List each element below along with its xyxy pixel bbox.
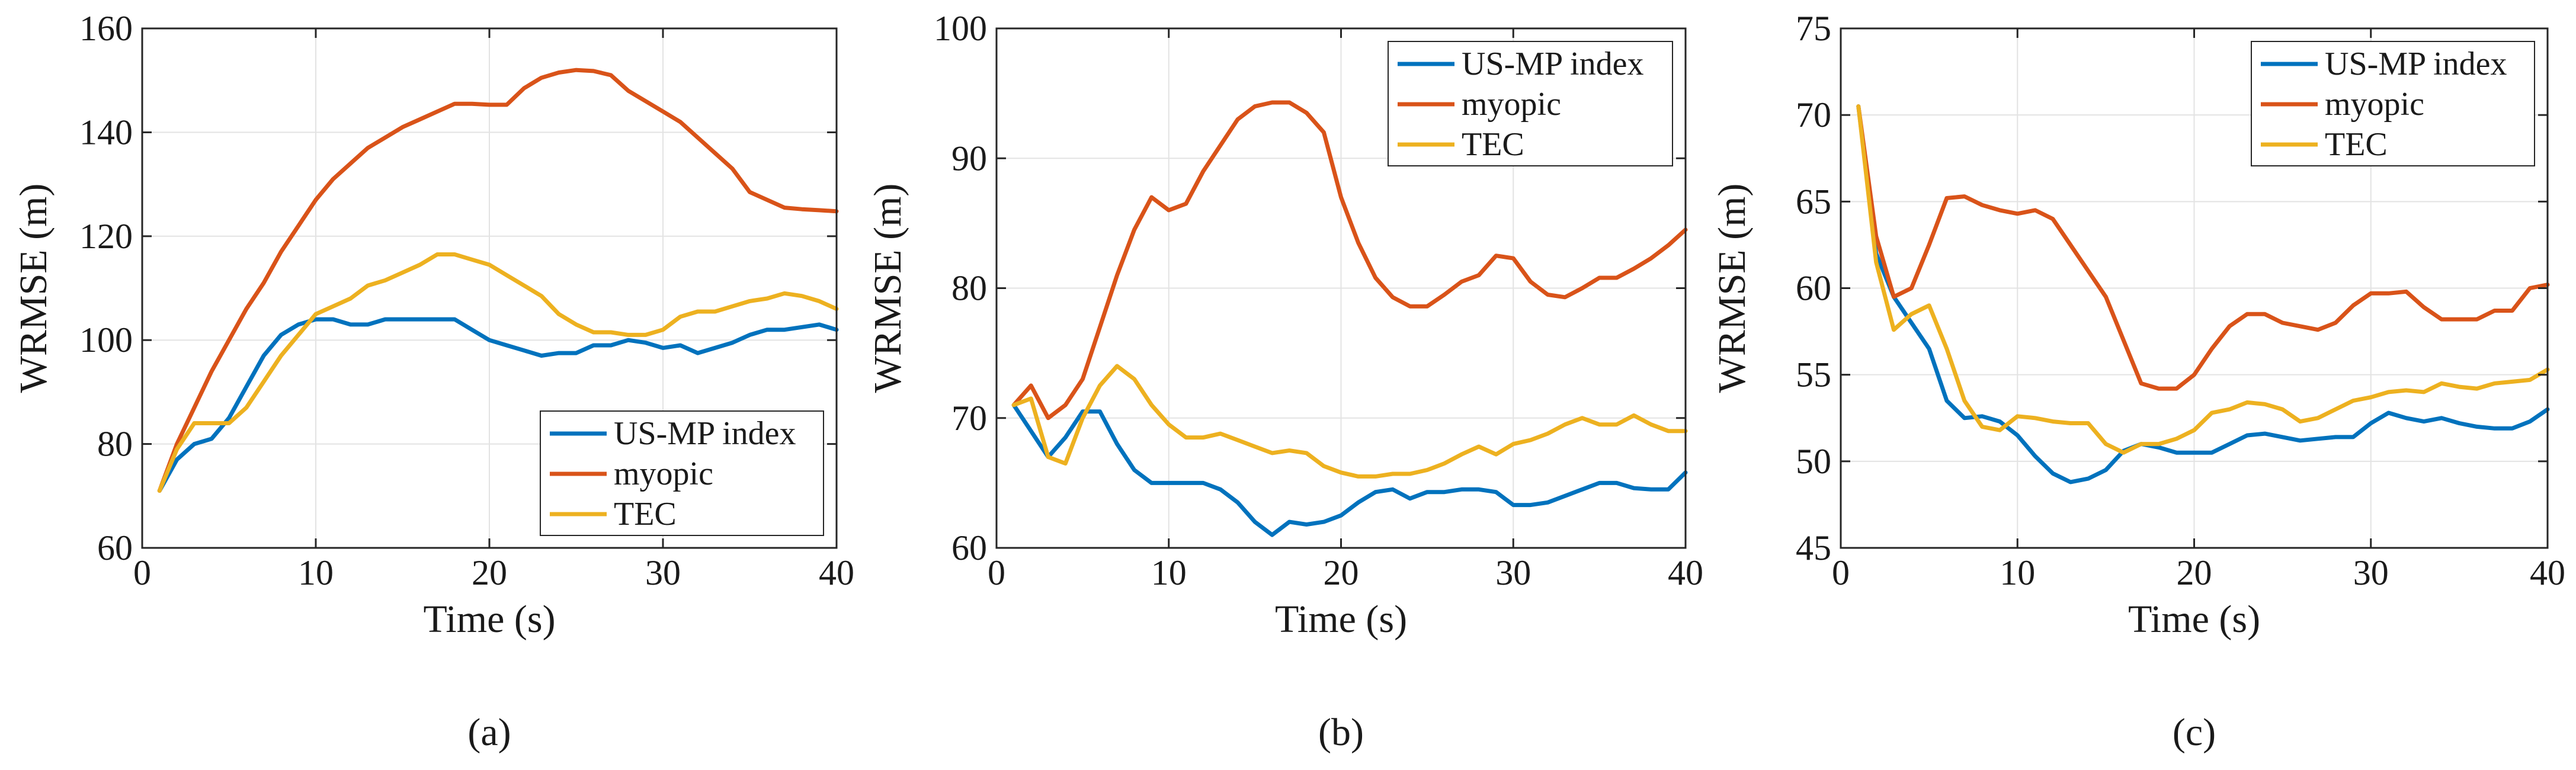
y-tick-label: 160	[79, 9, 133, 48]
y-tick-label: 140	[79, 113, 133, 152]
ticks: 0 10 20 30 40 45 50 55 60 65 70 75	[1796, 9, 2565, 592]
legend-label-us-mp-index: US-MP index	[1462, 46, 1644, 82]
x-tick-label: 40	[819, 553, 854, 592]
x-tick-label: 40	[1668, 553, 1703, 592]
legend-label-us-mp-index: US-MP index	[2325, 46, 2507, 82]
x-tick-label: 10	[2000, 553, 2035, 592]
y-axis-label: WRMSE (m)	[866, 184, 909, 393]
y-tick-label: 50	[1796, 442, 1831, 481]
y-tick-label: 100	[79, 320, 133, 360]
series-lines	[1011, 100, 1688, 537]
ticks: 0 10 20 30 40 60 70 80 90 100	[934, 9, 1703, 592]
series-lines	[157, 68, 839, 493]
legend-label-myopic: myopic	[2325, 86, 2424, 123]
x-tick-label: 20	[2177, 553, 2212, 592]
y-tick-label: 60	[1796, 269, 1831, 308]
y-tick-label: 75	[1796, 9, 1831, 48]
series-line-us-mp-index	[1011, 403, 1688, 537]
x-tick-label: 0	[133, 553, 151, 592]
x-tick-label: 20	[1324, 553, 1359, 592]
y-tick-label: 70	[951, 399, 987, 438]
legend-label-myopic: myopic	[1462, 86, 1561, 123]
series-line-tec	[1011, 364, 1688, 479]
y-tick-label: 120	[79, 217, 133, 256]
series-line-tec	[157, 252, 839, 493]
x-axis-label: Time (s)	[423, 598, 555, 641]
y-tick-label: 80	[951, 269, 987, 308]
y-tick-label: 100	[934, 9, 987, 48]
legend-label-tec: TEC	[614, 496, 677, 532]
x-axis-label: Time (s)	[2128, 598, 2260, 641]
y-axis-label: WRMSE (m)	[12, 184, 55, 393]
y-tick-label: 70	[1796, 95, 1831, 134]
panel-label: (b)	[1318, 711, 1364, 754]
x-tick-label: 10	[298, 553, 334, 592]
legend: US-MP index myopic TEC	[540, 410, 824, 536]
y-tick-label: 65	[1796, 182, 1831, 221]
x-axis-label: Time (s)	[1275, 598, 1407, 641]
x-tick-label: 20	[472, 553, 507, 592]
legend-label-myopic: myopic	[614, 455, 713, 492]
y-tick-label: 60	[97, 528, 133, 567]
series-line-myopic	[1011, 100, 1688, 421]
series-line-us-mp-index	[157, 317, 839, 493]
legend: US-MP index myopic TEC	[1388, 41, 1673, 166]
x-tick-label: 10	[1151, 553, 1187, 592]
x-tick-label: 30	[2353, 553, 2389, 592]
y-tick-label: 55	[1796, 355, 1831, 394]
panel-a: 0 10 20 30 40 60 80 100 120 140 160 Time (s) WRMSE…	[12, 9, 854, 754]
panel-label: (c)	[2173, 711, 2216, 754]
series-lines	[1856, 104, 2550, 485]
x-tick-label: 40	[2530, 553, 2565, 592]
series-line-tec	[1856, 104, 2550, 455]
y-tick-label: 60	[951, 528, 987, 567]
x-tick-label: 0	[988, 553, 1005, 592]
y-axis-label: WRMSE (m)	[1710, 184, 1754, 393]
x-tick-label: 30	[645, 553, 681, 592]
series-line-myopic	[1856, 104, 2550, 391]
legend: US-MP index myopic TEC	[2251, 41, 2535, 166]
panel-label: (a)	[467, 711, 511, 754]
x-tick-label: 30	[1495, 553, 1531, 592]
y-tick-label: 80	[97, 425, 133, 464]
y-tick-label: 90	[951, 139, 987, 178]
series-line-myopic	[157, 68, 839, 493]
y-tick-label: 45	[1796, 528, 1831, 567]
legend-label-us-mp-index: US-MP index	[614, 415, 796, 452]
legend-label-tec: TEC	[1462, 126, 1524, 163]
ticks: 0 10 20 30 40 60 80 100 120 140 160	[79, 9, 854, 592]
panel-c: 0 10 20 30 40 45 50 55 60 65 70 75 Time (s) WRMSE (…	[1710, 9, 2565, 754]
x-tick-label: 0	[1832, 553, 1850, 592]
legend-label-tec: TEC	[2325, 126, 2388, 163]
